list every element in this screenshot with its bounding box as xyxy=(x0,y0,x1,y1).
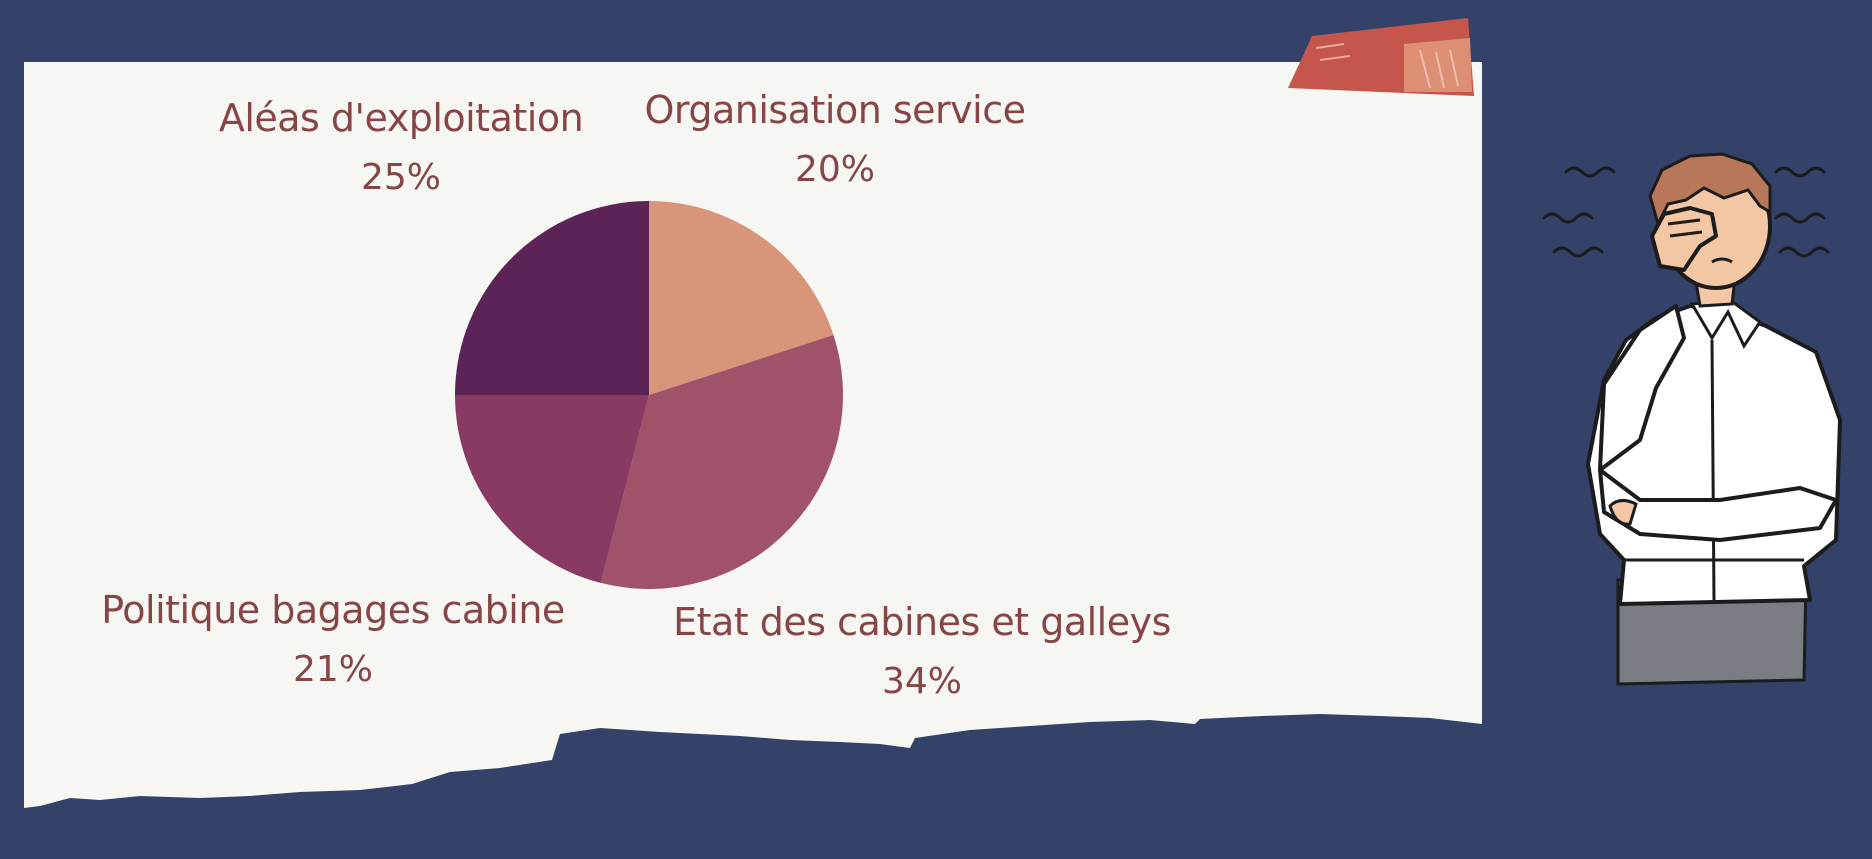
pie-label-name: Aléas d'exploitation xyxy=(218,96,584,140)
stress-lines-icon xyxy=(1542,166,1830,258)
pie-label-value: 34% xyxy=(881,660,963,702)
pie-slice-4 xyxy=(455,201,649,395)
pie-slice-2 xyxy=(600,335,843,590)
pie-label-name: Politique bagages cabine xyxy=(101,588,565,632)
pie-label-value: 21% xyxy=(292,648,373,690)
pie-slice-3 xyxy=(455,395,649,583)
pie-label-2: Etat des cabines et galleys 34% xyxy=(673,600,1171,703)
stressed-man-facepalm xyxy=(1542,152,1842,686)
pie-label-3: Politique bagages cabine 21% xyxy=(101,588,565,691)
pie-label-name: Etat des cabines et galleys xyxy=(673,600,1171,644)
pie-chart xyxy=(455,201,843,590)
pie-label-value: 20% xyxy=(794,148,876,190)
pie-slice-1 xyxy=(649,201,834,395)
pie-label-1: Organisation service 20% xyxy=(645,88,1026,191)
pie-label-name: Organisation service xyxy=(644,88,1026,132)
pie-label-value: 25% xyxy=(360,156,442,198)
tape-strip xyxy=(1288,18,1474,96)
pie-label-4: Aléas d'exploitation 25% xyxy=(218,96,584,199)
